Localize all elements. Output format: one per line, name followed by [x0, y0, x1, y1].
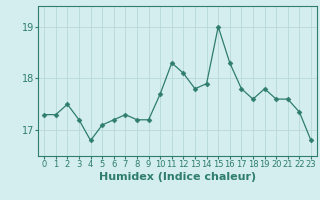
X-axis label: Humidex (Indice chaleur): Humidex (Indice chaleur): [99, 172, 256, 182]
